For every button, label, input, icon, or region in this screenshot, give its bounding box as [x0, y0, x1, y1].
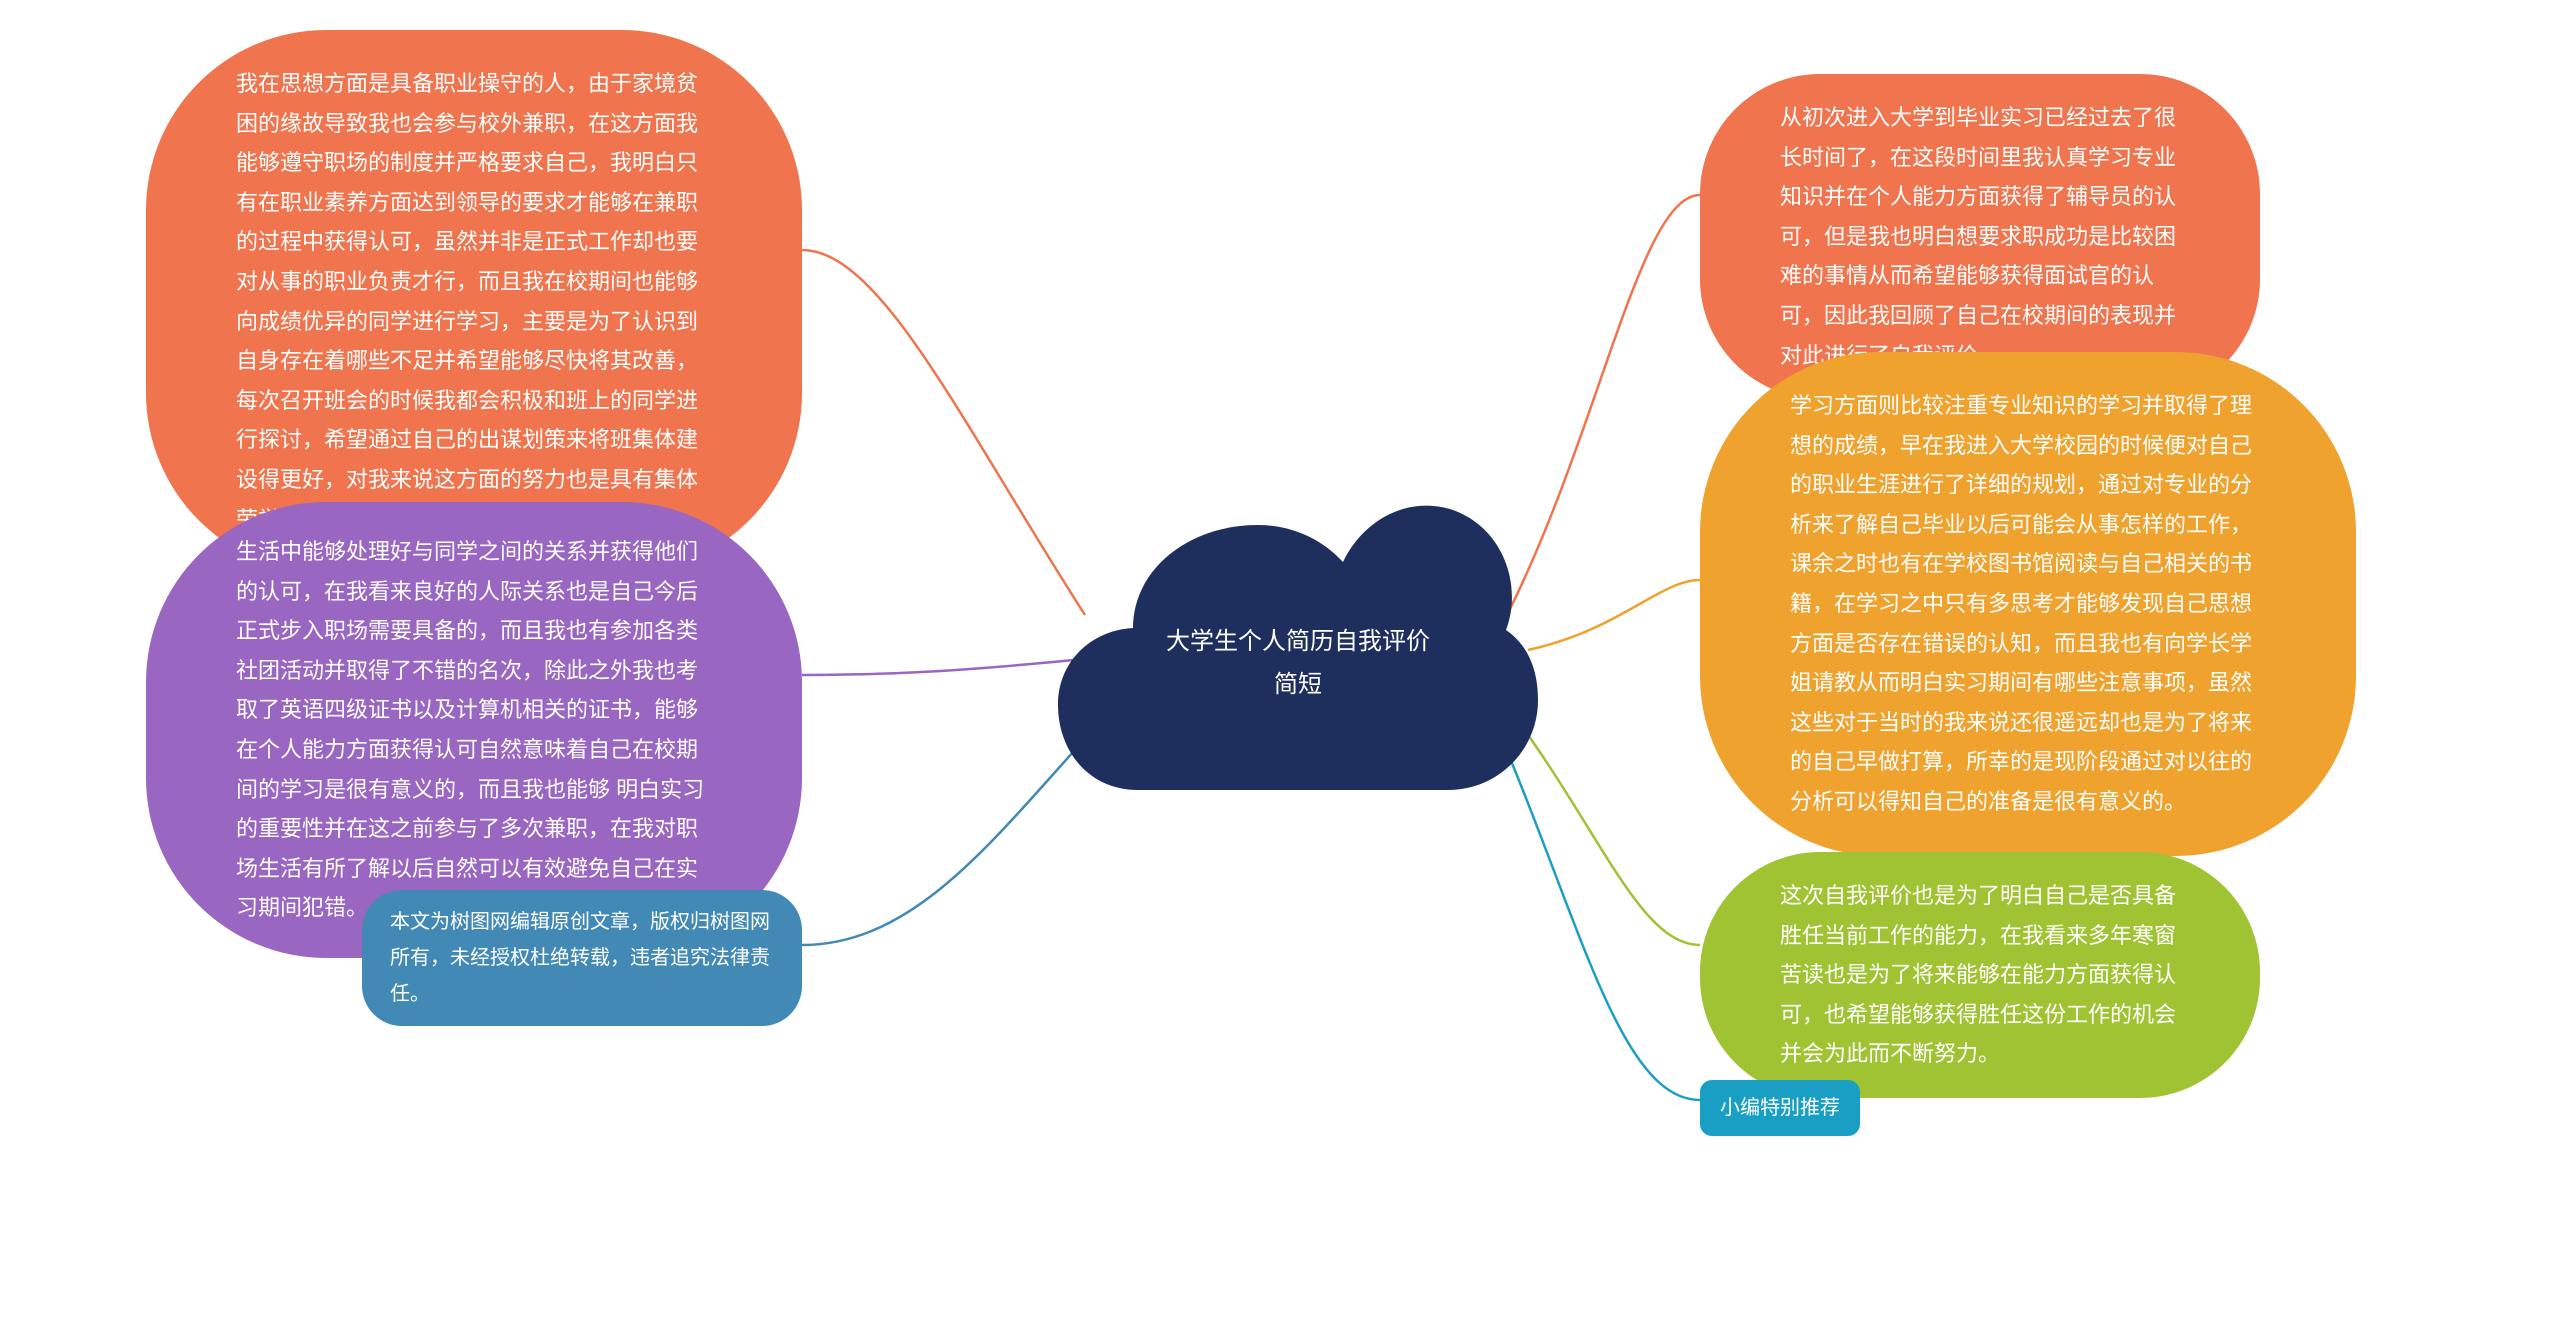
edge: [1528, 580, 1700, 650]
edge: [1510, 710, 1700, 945]
edge: [802, 250, 1085, 615]
node-text: 本文为树图网编辑原创文章，版权归树图网所有，未经授权杜绝转载，违者追究法律责任。: [390, 911, 770, 1005]
node-right-tag: 小编特别推荐: [1700, 1080, 1860, 1136]
node-text: 我在思想方面是具备职业操守的人，由于家境贫困的缘故导致我也会参与校外兼职，在这方…: [236, 71, 698, 532]
node-text: 小编特别推荐: [1720, 1097, 1840, 1119]
node-right-top: 从初次进入大学到毕业实习已经过去了很长时间了，在这段时间里我认真学习专业知识并在…: [1700, 74, 2260, 399]
center-title-line1: 大学生个人简历自我评价: [1058, 620, 1538, 663]
edge: [802, 660, 1074, 675]
node-left-top: 我在思想方面是具备职业操守的人，由于家境贫困的缘故导致我也会参与校外兼职，在这方…: [146, 30, 802, 573]
node-left-bottom: 本文为树图网编辑原创文章，版权归树图网所有，未经授权杜绝转载，违者追究法律责任。: [362, 890, 802, 1026]
node-text: 生活中能够处理好与同学之间的关系并获得他们的认可，在我看来良好的人际关系也是自己…: [236, 539, 704, 920]
node-right-mid: 学习方面则比较注重专业知识的学习并取得了理想的成绩，早在我进入大学校园的时候便对…: [1700, 352, 2356, 856]
node-text: 从初次进入大学到毕业实习已经过去了很长时间了，在这段时间里我认真学习专业知识并在…: [1780, 105, 2176, 368]
node-text: 学习方面则比较注重专业知识的学习并取得了理想的成绩，早在我进入大学校园的时候便对…: [1790, 393, 2252, 814]
center-title: 大学生个人简历自我评价 简短: [1058, 620, 1538, 706]
center-title-line2: 简短: [1058, 663, 1538, 706]
node-right-bottom: 这次自我评价也是为了明白自己是否具备胜任当前工作的能力，在我看来多年寒窗苦读也是…: [1700, 852, 2260, 1098]
node-text: 这次自我评价也是为了明白自己是否具备胜任当前工作的能力，在我看来多年寒窗苦读也是…: [1780, 883, 2176, 1066]
